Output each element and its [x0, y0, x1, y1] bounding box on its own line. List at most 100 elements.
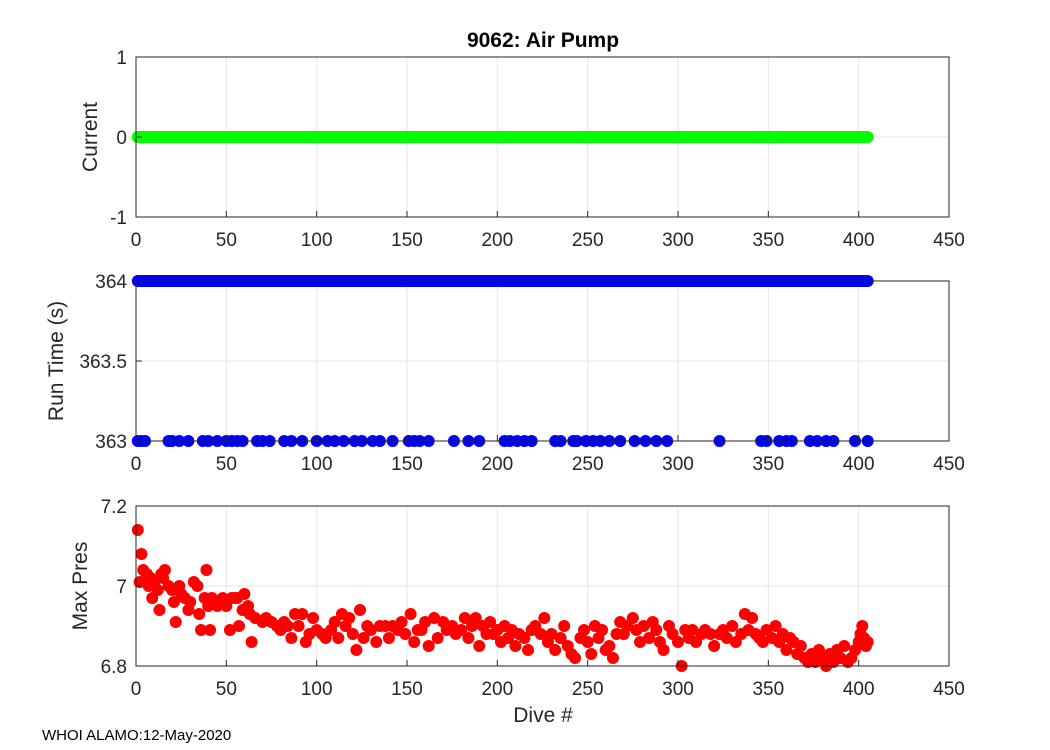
data-point: [395, 616, 408, 628]
data-point: [307, 612, 320, 624]
data-point: [650, 624, 663, 636]
x-tick-label: 300: [662, 679, 694, 700]
data-point: [704, 628, 717, 640]
x-tick-label: 250: [572, 230, 604, 251]
data-point: [861, 636, 874, 648]
x-tick-label: 350: [752, 679, 784, 700]
data-point: [708, 640, 721, 652]
x-tick-label: 50: [216, 679, 237, 700]
y-tick-label: 364: [95, 272, 127, 293]
maxpres-y-axis-label: Max Pres: [69, 542, 92, 631]
data-point: [296, 608, 309, 620]
data-point: [357, 632, 370, 644]
data-point: [153, 604, 166, 616]
data-point: [484, 616, 497, 628]
x-tick-label: 350: [752, 454, 784, 475]
data-point: [135, 548, 148, 560]
data-point: [554, 632, 567, 644]
x-tick-label: 200: [481, 454, 513, 475]
x-tick-label: 450: [933, 454, 965, 475]
x-tick-label: 300: [662, 230, 694, 251]
data-point: [578, 624, 591, 636]
data-point: [408, 636, 421, 648]
x-tick-label: 150: [391, 679, 423, 700]
data-point: [569, 652, 582, 664]
data-point: [606, 652, 619, 664]
data-point: [382, 632, 395, 644]
data-point: [522, 644, 535, 656]
x-tick-label: 0: [131, 230, 142, 251]
x-tick-label: 400: [843, 679, 875, 700]
data-point: [603, 640, 616, 652]
data-point: [856, 620, 869, 632]
data-point: [780, 644, 793, 656]
data-point: [549, 644, 562, 656]
y-tick-label: 363: [95, 432, 127, 453]
x-tick-label: 100: [301, 454, 333, 475]
data-point: [861, 131, 874, 143]
data-point: [422, 640, 435, 652]
x-tick-label: 150: [391, 230, 423, 251]
data-point: [769, 620, 782, 632]
x-tick-label: 250: [572, 454, 604, 475]
data-point: [794, 640, 807, 652]
y-tick-label: 1: [116, 48, 127, 69]
data-point: [626, 612, 639, 624]
data-point: [746, 612, 759, 624]
data-point: [184, 596, 197, 608]
chart-title: 9062: Air Pump: [467, 29, 619, 52]
data-point: [151, 584, 164, 596]
data-point: [131, 524, 144, 536]
data-point: [538, 612, 551, 624]
x-tick-label: 150: [391, 454, 423, 475]
data-point: [399, 628, 412, 640]
data-point: [637, 620, 650, 632]
data-point: [634, 636, 647, 648]
x-tick-label: 450: [933, 679, 965, 700]
x-tick-label: 0: [131, 454, 142, 475]
data-point: [285, 632, 298, 644]
x-tick-label: 350: [752, 230, 784, 251]
data-point: [364, 624, 377, 636]
data-point: [672, 636, 684, 648]
runtime-subplot: 0 50 100 150 200 250 300 350 400 450 363 363.5 364: [79, 272, 964, 475]
x-tick-label: 250: [572, 679, 604, 700]
data-point: [370, 636, 383, 648]
data-point: [158, 564, 171, 576]
data-point: [458, 612, 471, 624]
x-tick-label: 200: [481, 679, 513, 700]
data-point: [328, 616, 341, 628]
y-tick-label: 7: [116, 577, 127, 598]
x-tick-label: 100: [301, 230, 333, 251]
data-point: [838, 640, 851, 652]
data-point: [419, 616, 432, 628]
y-tick-label: 363.5: [79, 352, 127, 373]
data-point: [346, 628, 359, 640]
maxpres-subplot: 0 50 100 150 200 250 300 350 400 450 6.8 7 7.2: [101, 497, 965, 700]
data-point: [204, 624, 217, 636]
x-axis-label: Dive #: [513, 704, 573, 727]
data-point: [720, 632, 733, 644]
x-tick-label: 100: [301, 679, 333, 700]
y-tick-label: -1: [110, 208, 127, 229]
x-tick-label: 0: [131, 679, 142, 700]
current-y-axis-label: Current: [79, 102, 102, 172]
footer-stamp: WHOI ALAMO:12-May-2020: [42, 727, 232, 744]
data-point: [332, 632, 345, 644]
data-point: [455, 624, 468, 636]
x-tick-label: 200: [481, 230, 513, 251]
current-subplot: 0 50 100 150 200 250 300 350 400 450-101: [110, 48, 965, 251]
data-point: [223, 624, 236, 636]
data-point: [581, 636, 594, 648]
data-point: [545, 628, 558, 640]
data-point: [726, 620, 739, 632]
data-point: [200, 564, 213, 576]
y-tick-label: 0: [116, 128, 127, 149]
data-point: [431, 632, 444, 644]
data-point: [281, 620, 294, 632]
x-tick-label: 400: [843, 230, 875, 251]
y-tick-label: 7.2: [101, 497, 127, 518]
data-point: [191, 580, 204, 592]
data-point: [245, 636, 258, 648]
x-tick-label: 400: [843, 454, 875, 475]
